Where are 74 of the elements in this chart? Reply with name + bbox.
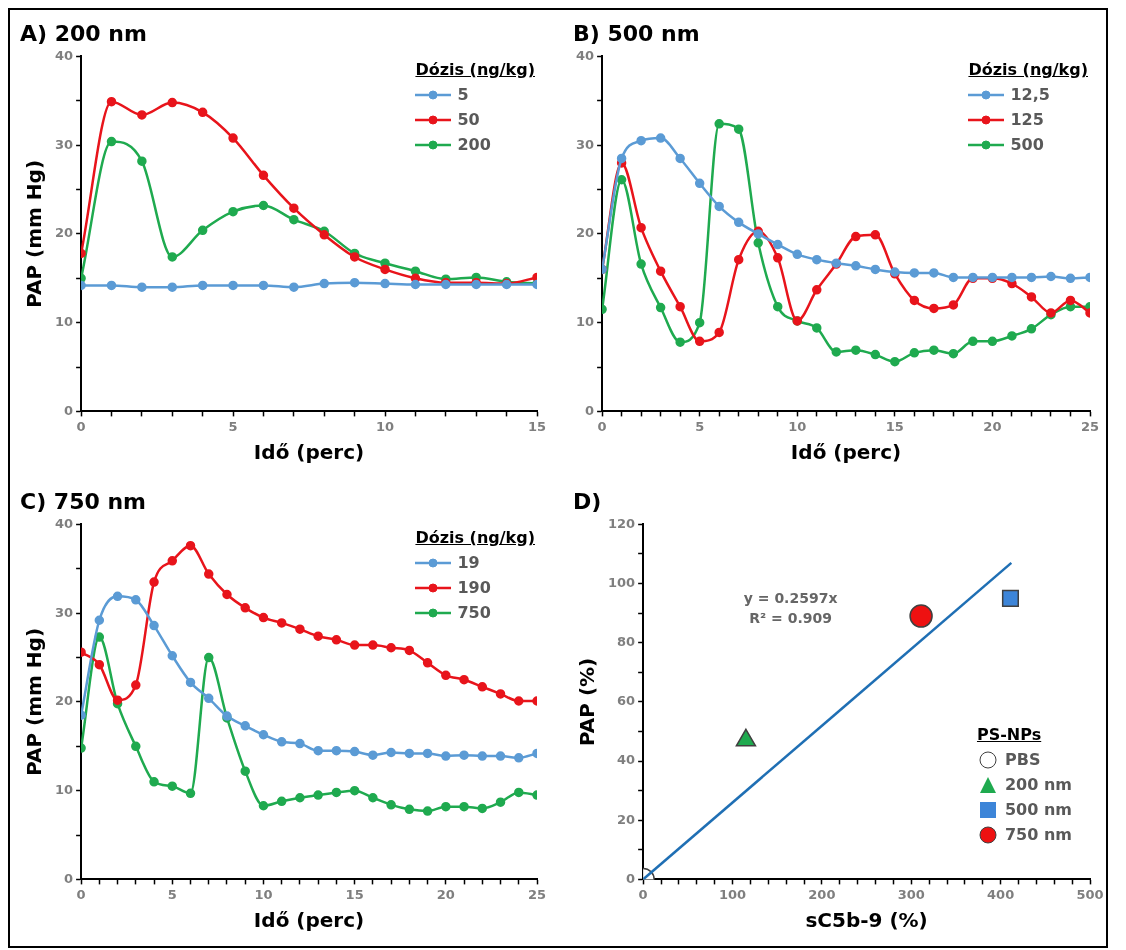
- x-tick-label: 5: [167, 886, 177, 902]
- y-tick-label: 40: [576, 47, 595, 63]
- x-tick-label: 5: [228, 418, 238, 434]
- y-tick-label: 60: [617, 693, 636, 709]
- x-tick-label: 15: [527, 418, 547, 434]
- x-tick-label: 0: [76, 418, 86, 434]
- legend-label: 750: [457, 603, 491, 622]
- x-tick-label: 25: [1080, 418, 1100, 434]
- legend-label: PBS: [1004, 750, 1041, 769]
- y-tick-label: 40: [55, 515, 74, 531]
- y-tick-label: 40: [617, 752, 636, 768]
- y-axis-title: PAP (%): [575, 657, 600, 747]
- y-tick-label: 40: [55, 47, 74, 63]
- y-tick-label: 10: [576, 314, 595, 330]
- x-tick-label: 500: [1076, 886, 1104, 902]
- x-tick-label: 100: [718, 886, 747, 902]
- y-tick-label: 10: [55, 782, 74, 798]
- x-tick-label: 25: [527, 886, 547, 902]
- legend-label: 750 nm: [1004, 825, 1072, 844]
- x-tick-label: 10: [375, 418, 395, 434]
- y-tick-label: 20: [55, 225, 74, 241]
- chart-title: D): [573, 488, 602, 514]
- y-tick-label: 0: [626, 870, 636, 886]
- x-tick-label: 5: [695, 418, 705, 434]
- legend-title: PS-NPs: [976, 725, 1043, 744]
- x-tick-label: 20: [983, 418, 1002, 434]
- y-tick-label: 80: [617, 634, 636, 650]
- legend-label: 50: [457, 110, 480, 129]
- legend-title: Dózis (ng/kg): [415, 60, 535, 79]
- legend-label: 12,5: [1010, 85, 1050, 104]
- legend-title: Dózis (ng/kg): [415, 528, 535, 547]
- y-tick-label: 30: [576, 136, 595, 152]
- x-tick-label: 400: [987, 886, 1015, 902]
- x-axis-title: Idő (perc): [253, 908, 365, 933]
- x-tick-label: 10: [788, 418, 807, 434]
- x-tick-label: 10: [254, 886, 273, 902]
- legend-label: 125: [1010, 110, 1044, 129]
- y-tick-label: 0: [64, 402, 74, 418]
- legend-label: 500: [1010, 135, 1044, 154]
- x-tick-label: 15: [345, 886, 364, 902]
- chart-title: C) 750 nm: [20, 488, 147, 514]
- y-tick-label: 0: [585, 402, 595, 418]
- legend-label: 19: [457, 553, 480, 572]
- legend-label: 190: [457, 578, 491, 597]
- chart-title: A) 200 nm: [20, 20, 147, 46]
- x-tick-label: 15: [885, 418, 904, 434]
- legend-label: 5: [457, 85, 469, 104]
- legend-label: 500 nm: [1004, 800, 1072, 819]
- x-tick-label: 0: [597, 418, 607, 434]
- y-tick-label: 10: [55, 314, 74, 330]
- y-tick-label: 100: [608, 574, 636, 590]
- legend-label: 200 nm: [1004, 775, 1072, 794]
- x-tick-label: 20: [436, 886, 455, 902]
- x-tick-label: 300: [897, 886, 925, 902]
- y-tick-label: 20: [576, 225, 595, 241]
- x-axis-title: Idő (perc): [253, 440, 365, 465]
- annotation: y = 0.2597x: [743, 589, 838, 606]
- y-tick-label: 120: [608, 515, 636, 531]
- annotation: R² = 0.909: [749, 609, 832, 626]
- y-tick-label: 30: [55, 604, 74, 620]
- x-axis-title: Idő (perc): [790, 440, 902, 465]
- y-tick-label: 30: [55, 136, 74, 152]
- y-tick-label: 20: [55, 693, 74, 709]
- x-tick-label: 200: [808, 886, 836, 902]
- y-tick-label: 20: [617, 811, 636, 827]
- y-tick-label: 0: [64, 870, 74, 886]
- legend-label: 200: [457, 135, 491, 154]
- chart-title: B) 500 nm: [573, 20, 700, 46]
- x-axis-title: sC5b-9 (%): [805, 908, 928, 933]
- y-axis-title: PAP (mm Hg): [22, 159, 47, 308]
- x-tick-label: 0: [638, 886, 648, 902]
- legend-title: Dózis (ng/kg): [968, 60, 1088, 79]
- y-axis-title: PAP (mm Hg): [22, 627, 47, 776]
- x-tick-label: 0: [76, 886, 86, 902]
